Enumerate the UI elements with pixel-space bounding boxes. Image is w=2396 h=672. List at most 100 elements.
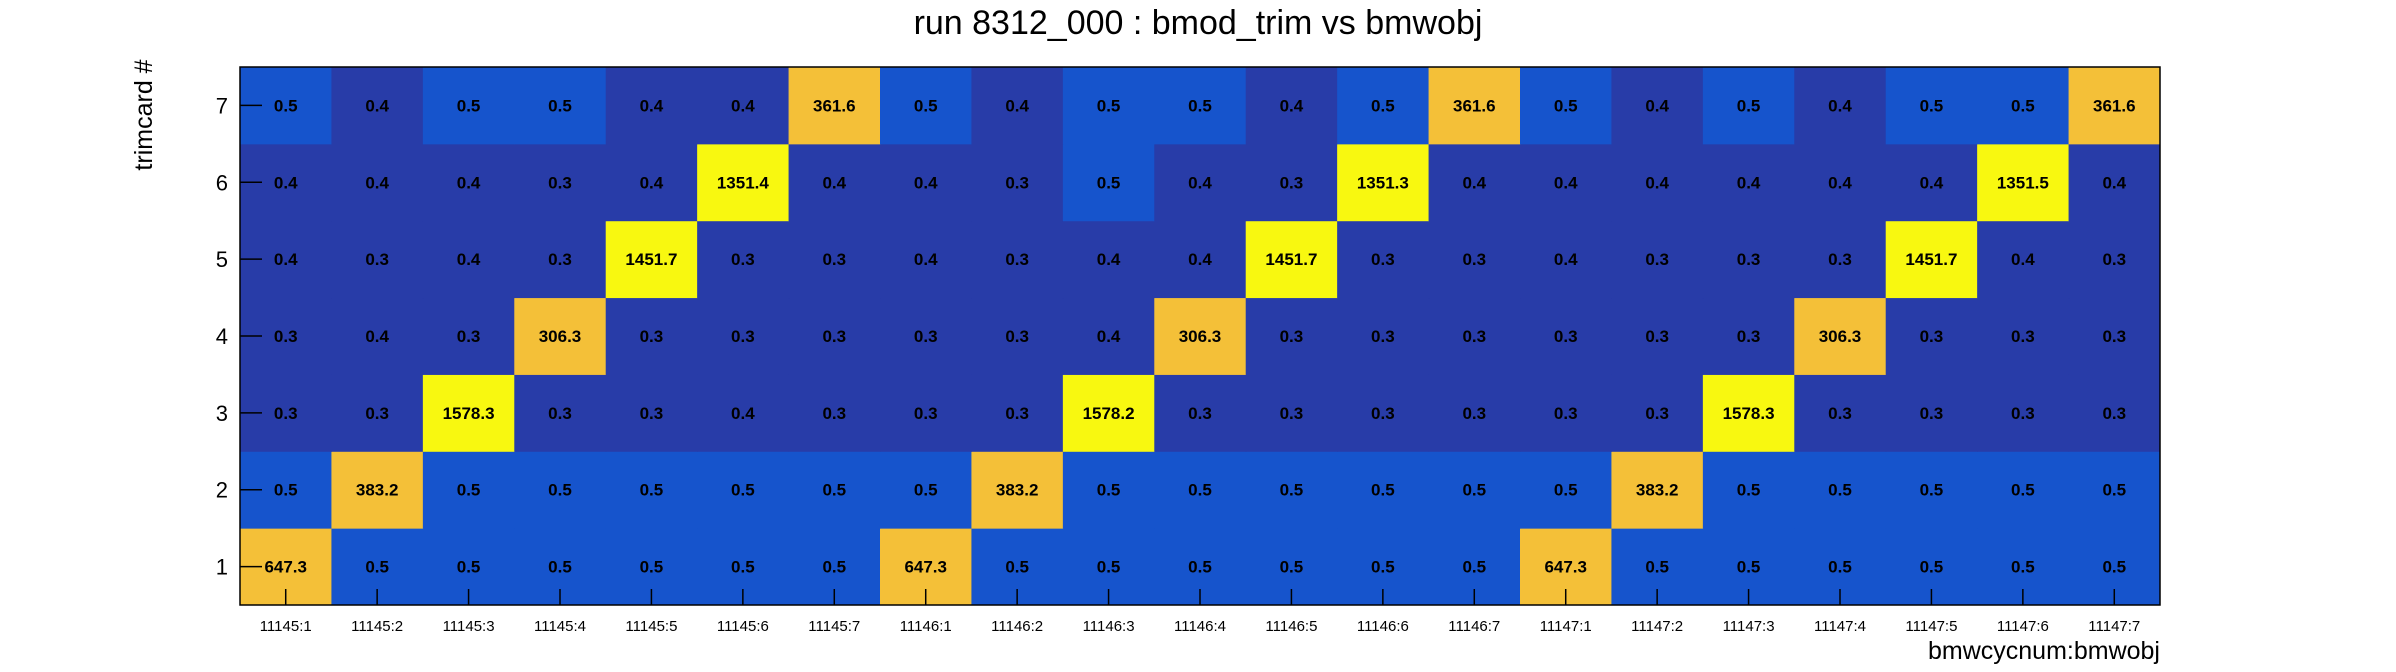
cell-value-label: 0.3 (1371, 250, 1395, 269)
cell-value-label: 361.6 (813, 96, 856, 115)
cell-value-label: 0.3 (1920, 404, 1944, 423)
heatmap-cell (331, 220, 424, 299)
x-tick-label: 11147:7 (2088, 618, 2140, 635)
x-tick-label: 11146:6 (1357, 618, 1409, 635)
cell-value-label: 0.5 (1371, 558, 1395, 577)
heatmap-cell (1062, 374, 1155, 452)
cell-value-label: 0.5 (2011, 558, 2035, 577)
heatmap-cell (422, 297, 515, 375)
cell-value-label: 0.3 (1737, 327, 1761, 346)
x-tick-label: 11146:2 (991, 618, 1043, 635)
heatmap-cell (1337, 220, 1430, 299)
heatmap-cell (880, 374, 972, 452)
x-tick-label: 11146:7 (1448, 618, 1500, 635)
heatmap-cell (1611, 374, 1704, 452)
heatmap-cell (514, 220, 607, 299)
heatmap-cell (788, 297, 881, 375)
y-axis-title: trimcard # (130, 59, 158, 170)
heatmap-cell (1520, 297, 1612, 375)
heatmap-cell (1062, 143, 1155, 222)
heatmap-cell (1977, 67, 2070, 145)
heatmap-cell (1794, 297, 1887, 375)
heatmap-cell (514, 451, 607, 529)
heatmap-cell (1428, 374, 1521, 452)
cell-value-label: 0.3 (548, 250, 572, 269)
cell-value-label: 0.4 (1005, 96, 1029, 115)
cell-value-label: 0.5 (1462, 481, 1486, 500)
heatmap-cell (1337, 297, 1430, 375)
cell-value-label: 0.4 (1554, 250, 1578, 269)
cell-value-label: 0.3 (365, 404, 389, 423)
cell-value-label: 0.5 (1005, 558, 1029, 577)
heatmap-cell (1154, 374, 1247, 452)
x-tick-label: 11147:2 (1631, 618, 1683, 635)
heatmap-cell (1337, 143, 1430, 222)
heatmap-cell (422, 143, 515, 222)
cell-value-label: 0.4 (457, 250, 481, 269)
heatmap-cell (605, 143, 698, 222)
heatmap-cell (880, 297, 972, 375)
cell-value-label: 0.3 (731, 250, 755, 269)
cell-value-label: 0.5 (1280, 481, 1304, 500)
heatmap-cell (1702, 374, 1795, 452)
cell-value-label: 0.3 (1554, 404, 1578, 423)
cell-value-label: 0.3 (1371, 327, 1395, 346)
cell-value-label: 0.5 (1828, 481, 1852, 500)
heatmap-cell (331, 374, 424, 452)
heatmap-cell (2068, 220, 2161, 299)
cell-value-label: 383.2 (996, 481, 1039, 500)
heatmap-cell (697, 220, 790, 299)
cell-value-label: 0.3 (457, 327, 481, 346)
heatmap-cell (331, 67, 424, 145)
heatmap-cell (1977, 451, 2070, 529)
heatmap-cell (1154, 220, 1247, 299)
y-tick-label: 3 (216, 401, 228, 426)
cell-value-label: 0.3 (548, 404, 572, 423)
cell-value-label: 1578.3 (443, 404, 495, 423)
heatmap-cell (697, 297, 790, 375)
y-tick-label: 7 (216, 93, 228, 118)
heatmap-cell (605, 67, 698, 145)
cell-value-label: 0.5 (1188, 481, 1212, 500)
cell-value-label: 0.3 (2102, 404, 2126, 423)
heatmap-cell (514, 297, 607, 375)
x-tick-label: 11145:7 (808, 618, 860, 635)
x-tick-label: 11146:3 (1083, 618, 1135, 635)
heatmap-cell (605, 374, 698, 452)
cell-value-label: 383.2 (356, 481, 399, 500)
cell-value-label: 0.5 (1371, 481, 1395, 500)
heatmap-cell (422, 374, 515, 452)
x-tick-label: 11145:5 (625, 618, 677, 635)
heatmap-cell (2068, 451, 2161, 529)
cell-value-label: 0.4 (1462, 173, 1486, 192)
heatmap-cell (1977, 374, 2070, 452)
cell-value-label: 0.5 (640, 558, 664, 577)
cell-value-label: 0.5 (548, 558, 572, 577)
x-tick-label: 11145:6 (717, 618, 769, 635)
heatmap-cell (788, 143, 881, 222)
x-tick-label: 11146:5 (1265, 618, 1317, 635)
cell-value-label: 0.5 (1737, 481, 1761, 500)
heatmap-cell (971, 220, 1064, 299)
cell-value-label: 0.3 (1554, 327, 1578, 346)
cell-value-label: 0.4 (1280, 96, 1304, 115)
cell-value-label: 0.5 (1097, 173, 1121, 192)
heatmap-cell (880, 220, 972, 299)
cell-value-label: 0.3 (1737, 250, 1761, 269)
heatmap-cell (880, 143, 972, 222)
heatmap-cell (1245, 451, 1338, 529)
heatmap-cell (1702, 67, 1795, 145)
cell-value-label: 0.4 (1920, 173, 1944, 192)
cell-value-label: 306.3 (1179, 327, 1222, 346)
cell-value-label: 0.5 (548, 96, 572, 115)
heatmap-cell (1245, 374, 1338, 452)
cell-value-label: 0.4 (822, 173, 846, 192)
cell-value-label: 0.5 (274, 96, 298, 115)
cell-value-label: 0.3 (822, 404, 846, 423)
heatmap-cell (1611, 451, 1704, 529)
cell-value-label: 0.3 (2102, 327, 2126, 346)
heatmap-cell (971, 67, 1064, 145)
cell-value-label: 0.3 (1280, 404, 1304, 423)
heatmap-cell (1611, 143, 1704, 222)
cell-value-label: 1351.5 (1997, 173, 2049, 192)
